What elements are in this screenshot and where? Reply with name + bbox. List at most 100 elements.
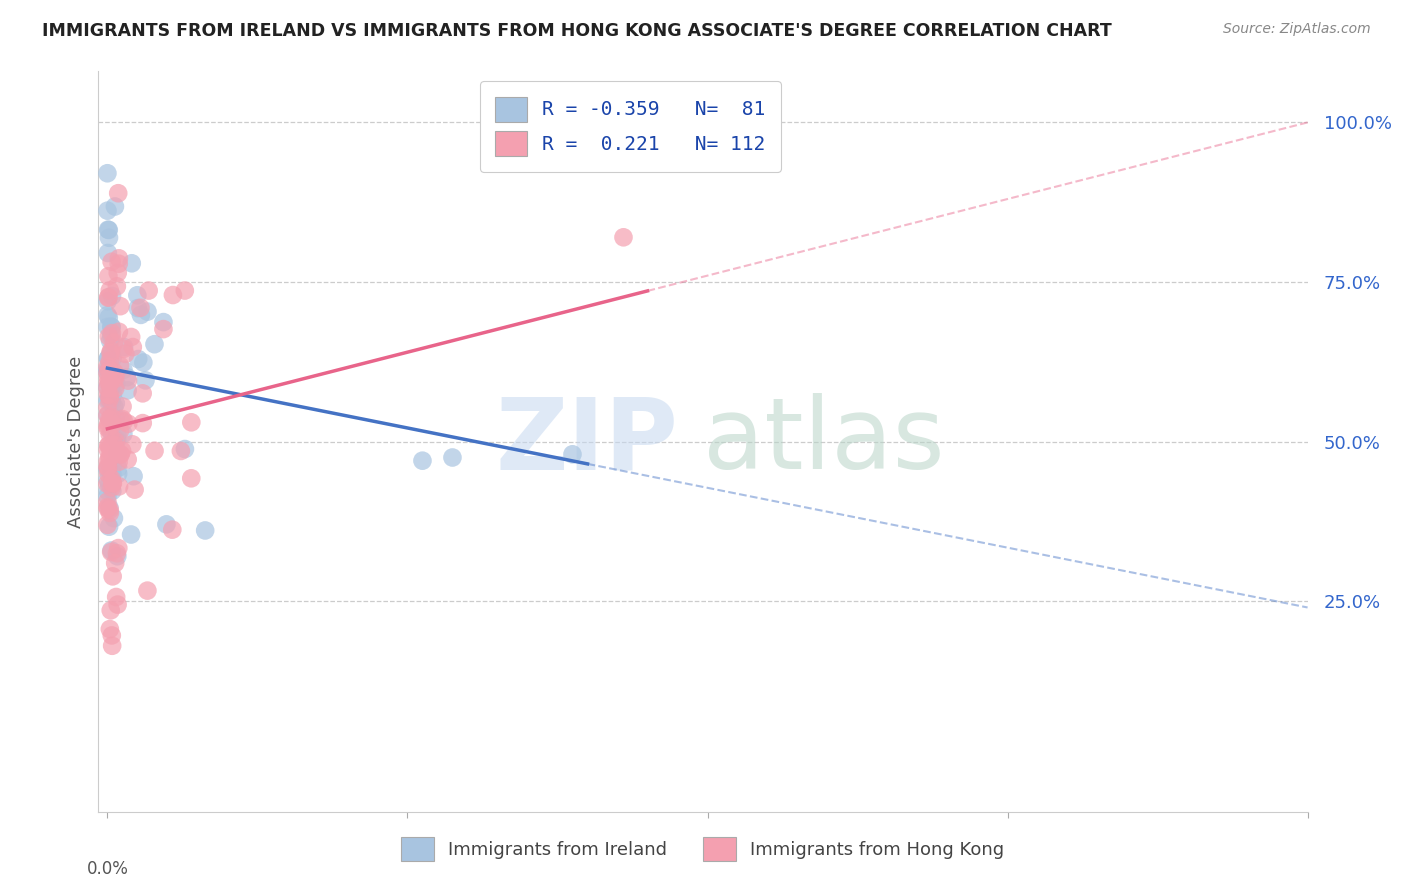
Point	[98, 388, 121, 402]
Point	[115, 370, 138, 384]
Point	[103, 365, 125, 379]
Point	[100, 393, 122, 408]
Point	[98, 231, 121, 245]
Point	[100, 328, 122, 343]
Point	[96, 409, 118, 423]
Point	[100, 395, 122, 409]
Point	[97, 269, 120, 284]
Point	[98, 362, 121, 376]
Point	[117, 384, 139, 398]
Point	[121, 256, 143, 270]
Point	[96, 362, 118, 376]
Point	[103, 511, 125, 525]
Legend: Immigrants from Ireland, Immigrants from Hong Kong: Immigrants from Ireland, Immigrants from…	[392, 829, 1014, 870]
Point	[100, 410, 122, 425]
Point	[96, 462, 118, 476]
Point	[101, 387, 124, 401]
Point	[105, 279, 128, 293]
Point	[180, 415, 202, 429]
Point	[100, 382, 122, 396]
Point	[108, 325, 131, 339]
Point	[107, 257, 129, 271]
Point	[97, 370, 120, 384]
Point	[105, 433, 128, 447]
Point	[98, 355, 121, 369]
Point	[155, 517, 177, 532]
Text: ZIP: ZIP	[496, 393, 679, 490]
Point	[107, 447, 129, 461]
Point	[561, 447, 583, 461]
Point	[98, 334, 121, 348]
Point	[107, 541, 129, 555]
Point	[105, 376, 128, 391]
Point	[100, 320, 122, 334]
Point	[98, 376, 121, 391]
Point	[100, 466, 122, 480]
Point	[112, 363, 135, 377]
Point	[98, 519, 121, 533]
Point	[107, 461, 129, 475]
Point	[122, 469, 145, 483]
Point	[104, 442, 127, 456]
Point	[108, 479, 131, 493]
Point	[98, 441, 121, 455]
Point	[97, 467, 120, 481]
Point	[98, 506, 121, 520]
Point	[134, 373, 156, 387]
Point	[117, 452, 139, 467]
Point	[96, 517, 118, 532]
Point	[180, 471, 202, 485]
Point	[117, 417, 139, 431]
Point	[612, 230, 634, 244]
Point	[98, 375, 121, 389]
Point	[108, 359, 131, 373]
Point	[105, 590, 128, 604]
Point	[97, 419, 120, 434]
Point	[100, 346, 122, 360]
Point	[111, 400, 134, 414]
Point	[97, 351, 120, 366]
Point	[101, 628, 124, 642]
Point	[441, 450, 464, 465]
Text: Source: ZipAtlas.com: Source: ZipAtlas.com	[1223, 22, 1371, 37]
Point	[101, 289, 124, 303]
Point	[96, 359, 118, 374]
Point	[98, 503, 121, 517]
Point	[96, 409, 118, 423]
Point	[170, 444, 193, 458]
Point	[98, 477, 121, 491]
Y-axis label: Associate's Degree: Associate's Degree	[66, 355, 84, 528]
Point	[97, 376, 120, 390]
Point	[97, 501, 120, 516]
Point	[97, 351, 120, 366]
Point	[97, 473, 120, 487]
Point	[129, 308, 152, 322]
Point	[96, 494, 118, 508]
Point	[97, 438, 120, 452]
Point	[98, 376, 121, 390]
Point	[132, 355, 155, 369]
Point	[127, 301, 149, 315]
Point	[97, 222, 120, 236]
Point	[98, 451, 121, 466]
Point	[100, 480, 122, 494]
Point	[101, 417, 124, 432]
Point	[107, 455, 129, 469]
Text: 0.0%: 0.0%	[87, 860, 128, 878]
Point	[97, 392, 120, 407]
Point	[97, 417, 120, 431]
Point	[110, 413, 132, 427]
Point	[97, 387, 120, 401]
Point	[100, 545, 122, 559]
Point	[108, 252, 131, 266]
Point	[411, 453, 433, 467]
Point	[143, 337, 166, 351]
Point	[111, 443, 134, 458]
Point	[100, 346, 122, 360]
Point	[98, 389, 121, 403]
Point	[96, 294, 118, 309]
Point	[112, 426, 135, 441]
Point	[121, 437, 143, 451]
Point	[104, 381, 127, 395]
Point	[111, 412, 134, 426]
